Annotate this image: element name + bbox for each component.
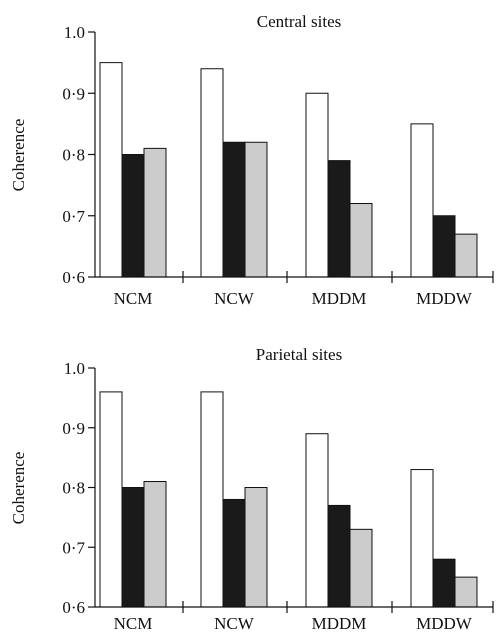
bar-series1-mddm <box>305 433 329 608</box>
bar-series3-ncm <box>143 481 167 608</box>
y-axis-label: Coherence <box>9 452 28 525</box>
x-category-label: NCM <box>114 614 153 633</box>
x-category-label: MDDM <box>312 614 367 633</box>
bar-series2-ncm <box>121 487 145 608</box>
bar-series2-ncm <box>121 154 145 278</box>
bar-series2-ncw <box>222 141 246 278</box>
bar-series3-mddm <box>349 528 373 608</box>
chart-title: Central sites <box>257 12 342 31</box>
bar-series1-ncm <box>99 62 123 278</box>
bar-series1-ncm <box>99 391 123 608</box>
y-tick-label: 0·8 <box>62 479 85 498</box>
bar-series2-ncw <box>222 498 246 608</box>
bar-series3-mddw <box>454 233 478 278</box>
bar-series3-mddw <box>454 576 478 608</box>
bar-series2-mddw <box>432 215 456 278</box>
x-category-label: MDDM <box>312 289 367 308</box>
bar-series3-ncw <box>244 141 268 278</box>
y-tick-label: 0·6 <box>62 598 85 617</box>
bar-series1-mddw <box>410 123 434 278</box>
bar-series2-mddw <box>432 558 456 608</box>
x-category-label: NCW <box>214 614 255 633</box>
bar-series2-mddm <box>327 160 351 278</box>
bar-series2-mddm <box>327 504 351 608</box>
bar-series1-ncw <box>200 68 224 278</box>
bar-series1-mddm <box>305 92 329 278</box>
y-tick-label: 0·8 <box>62 146 85 165</box>
y-tick-label: 0·6 <box>62 268 85 287</box>
panel-parietal-sites: Parietal sites Coherence 0·6 0·7 0·8 0·9 1.0 NC… <box>9 345 494 633</box>
y-tick-label: 0·9 <box>62 84 85 103</box>
y-tick-label: 0·9 <box>62 419 85 438</box>
bar-series3-ncw <box>244 487 268 608</box>
y-axis-label: Coherence <box>9 119 28 192</box>
bar-series3-ncm <box>143 147 167 278</box>
x-category-label: MDDW <box>416 614 473 633</box>
y-tick-label: 1.0 <box>64 359 85 378</box>
panel-central-sites: Central sites Coherence 0·6 0·7 0·8 0·9 1.0 NCM… <box>9 12 494 308</box>
bar-series1-mddw <box>410 469 434 608</box>
y-tick-label: 0·7 <box>62 207 85 226</box>
y-tick-label: 0·7 <box>62 538 85 557</box>
x-category-label: MDDW <box>416 289 473 308</box>
x-category-label: NCM <box>114 289 153 308</box>
x-category-label: NCW <box>214 289 255 308</box>
chart-title: Parietal sites <box>256 345 342 364</box>
bar-series1-ncw <box>200 391 224 608</box>
y-tick-label: 1.0 <box>64 23 85 42</box>
bar-series3-mddm <box>349 203 373 278</box>
